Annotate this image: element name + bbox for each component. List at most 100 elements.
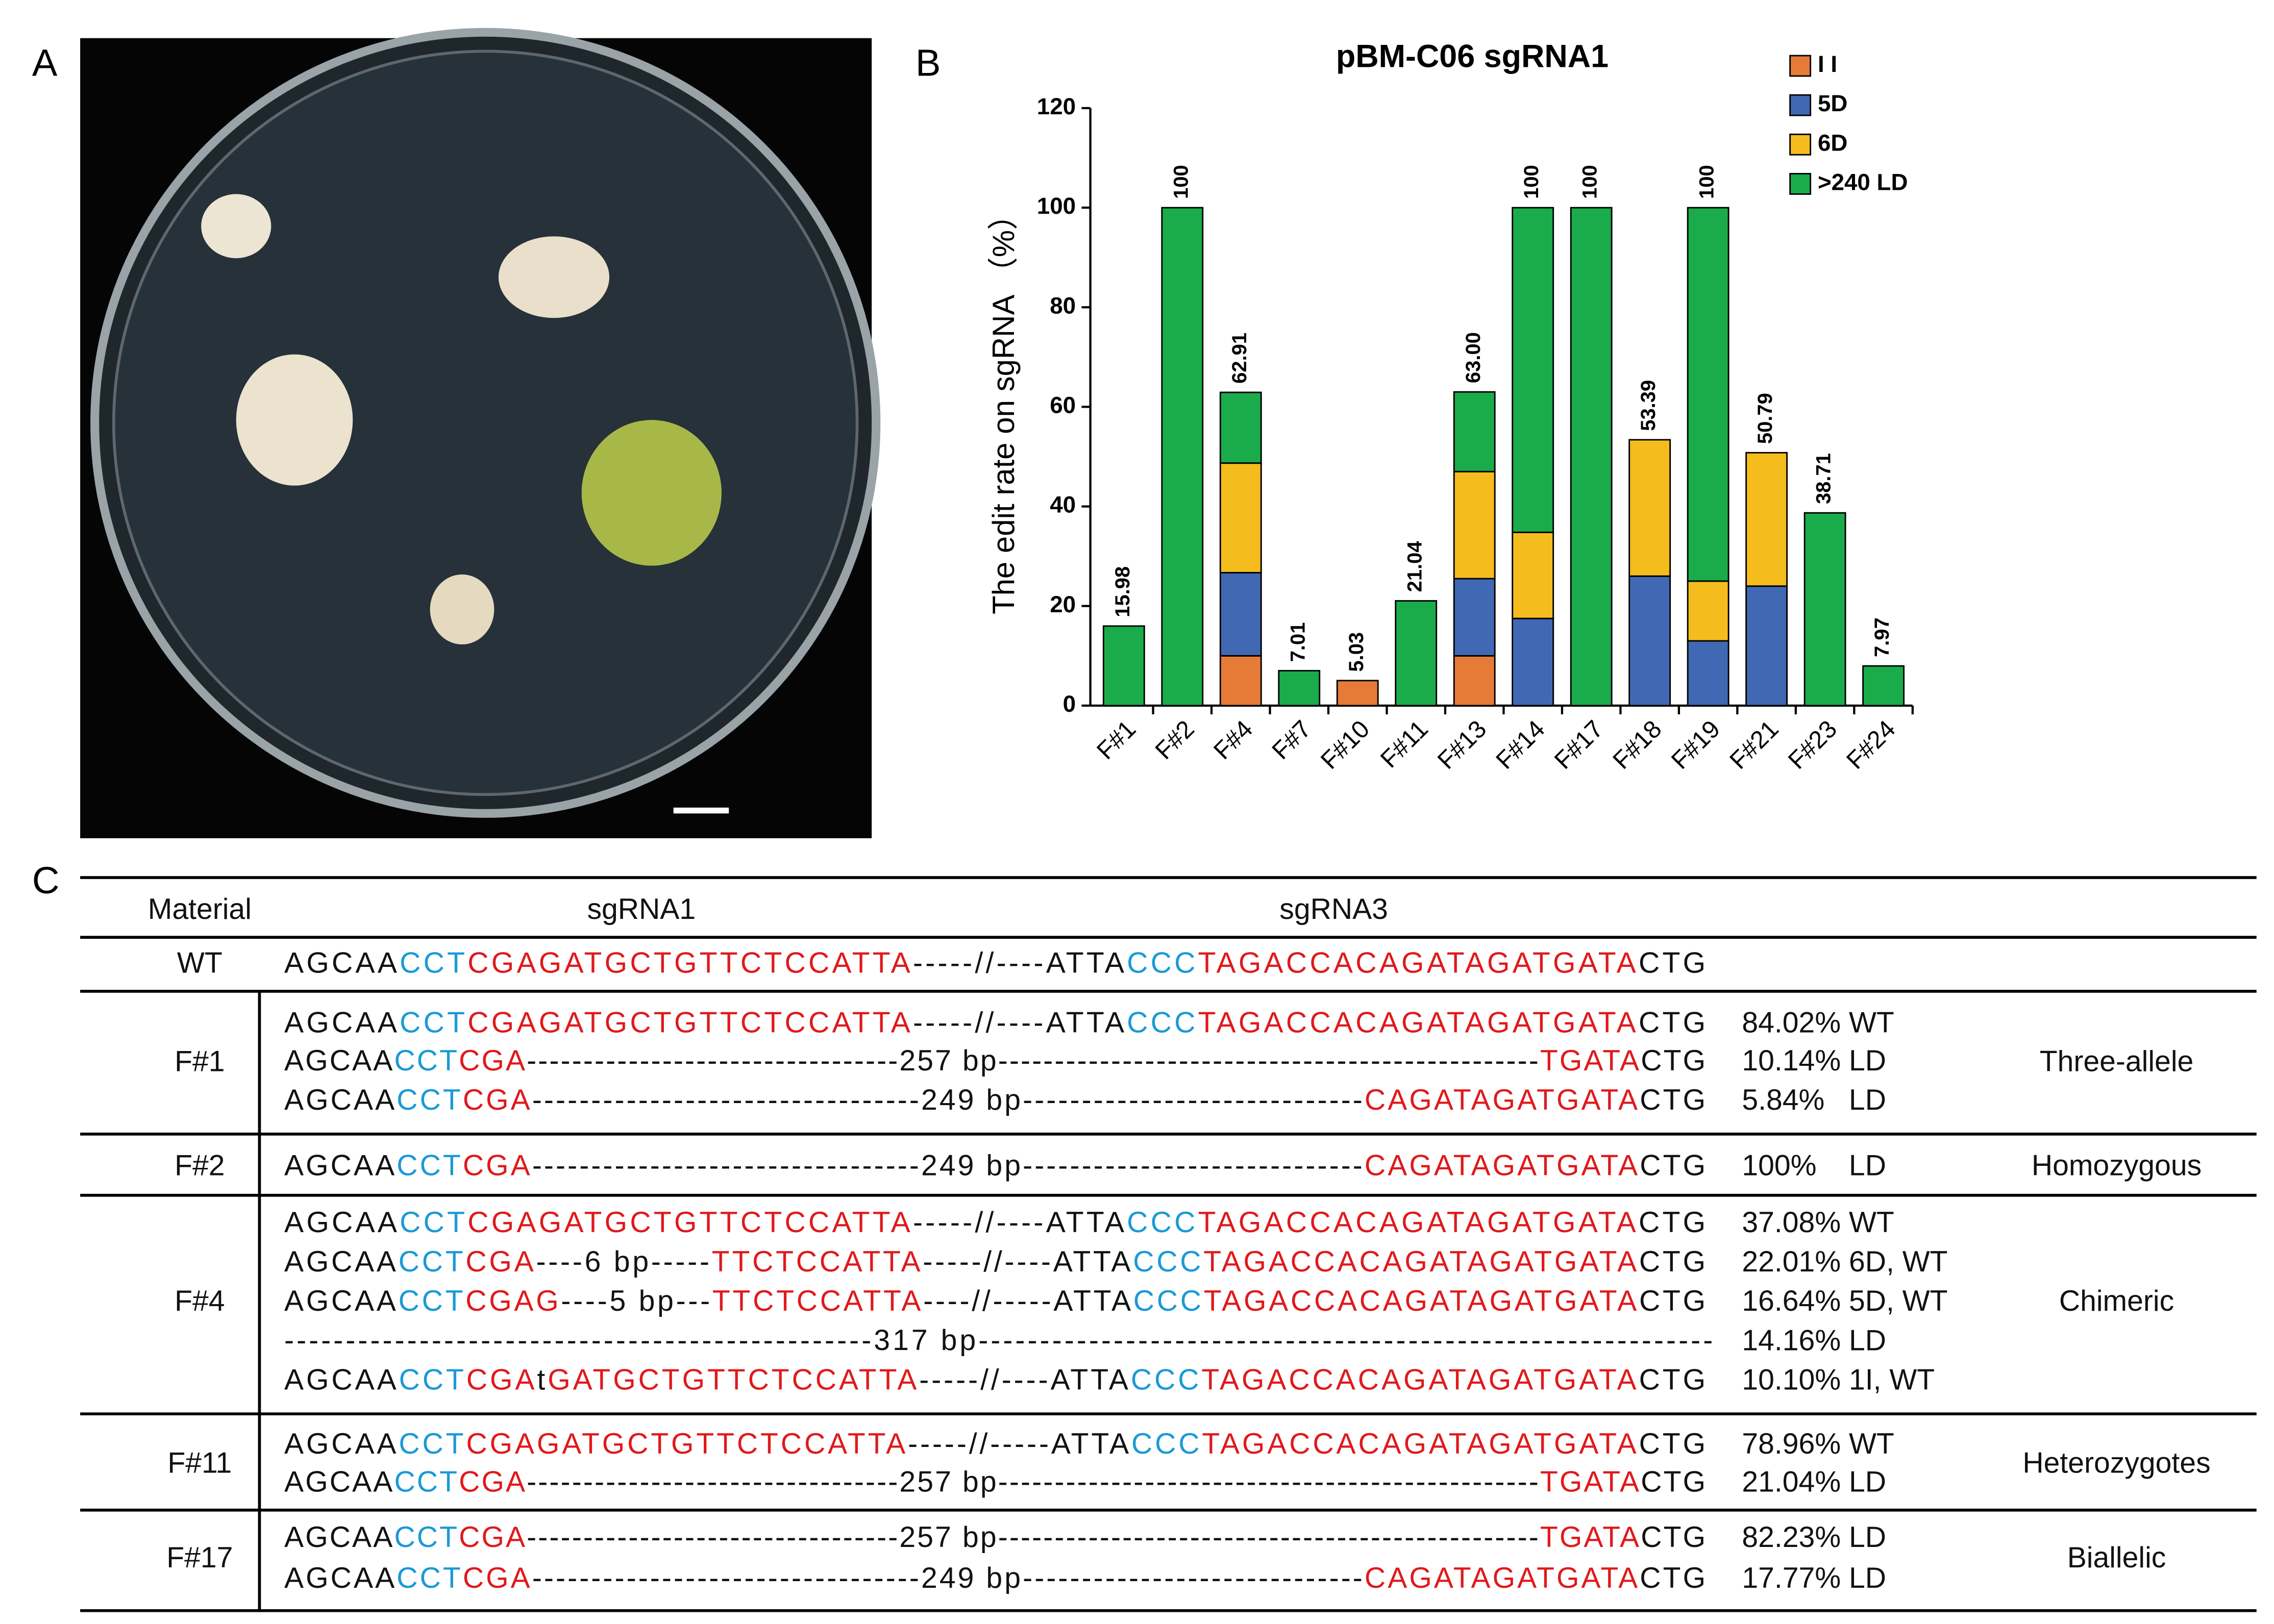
total-label: 38.71 (1813, 453, 1835, 504)
legend-swatch (1789, 172, 1812, 195)
sequence-part: CCT (397, 1562, 461, 1594)
sequence: AGCAA CCT CGA -----------------------------… (284, 1044, 1706, 1077)
sequence-part: CCC (1127, 1206, 1195, 1239)
type-cell: Three-allele (2040, 1045, 2194, 1078)
material-cell: F#11 (167, 1446, 232, 1479)
x-tick-label: F#23 (1783, 715, 1842, 774)
bar-segment (1512, 207, 1554, 533)
bar-segment (1219, 655, 1262, 707)
sequence-part: CCT (399, 1245, 463, 1278)
panel-label: A (32, 42, 58, 84)
y-tick-label: 20 (1050, 591, 1076, 617)
sequence-part: TAGACCACAGATAGATGATA (1201, 1363, 1636, 1396)
y-tick-label: 80 (1050, 292, 1076, 318)
header-cell: Material (148, 893, 252, 926)
sequence-part: AGCAA (284, 947, 397, 980)
percent-cell: 10.14% LD (1742, 1044, 1886, 1077)
bar-segment (1745, 452, 1788, 587)
photo (80, 28, 881, 838)
percent-cell: 16.64% 5D, WT (1742, 1285, 1947, 1317)
total-label: 5.03 (1345, 632, 1368, 672)
sequence-part: CGAGATGCTGTTCTCCATTA (467, 1206, 910, 1239)
bar-segment (1278, 670, 1321, 707)
sequence: AGCAA CCT CGA -----------------------------… (284, 1150, 1706, 1182)
sequence-part: CTG (1641, 1044, 1706, 1077)
sequence-part: ----6 bp----- (536, 1245, 709, 1278)
sequence-part: ---------------------------------249 bp-… (532, 1084, 1363, 1116)
sequence-part: -----//----ATTA (913, 1206, 1124, 1239)
header-cell: sgRNA3 (1279, 893, 1388, 926)
y-tick-label: 120 (1037, 93, 1076, 119)
total-label: 7.01 (1287, 622, 1309, 662)
sequence-part: TAGACCACAGATAGATGATA (1203, 1245, 1637, 1278)
sequence-part: AGCAA (284, 1363, 397, 1396)
sequence-part: AGCAA (284, 1562, 394, 1594)
bar-segment (1687, 580, 1729, 642)
sequence-part: -----//----ATTA (923, 1245, 1130, 1278)
sequence-part: -----//----ATTA (913, 1007, 1124, 1039)
sequence-part: TAGACCACAGATAGATGATA (1198, 947, 1636, 980)
sequence-part: CTG (1639, 1285, 1706, 1317)
sequence-part: CTG (1640, 1562, 1706, 1594)
sequence-part: CAGATAGATGATA (1365, 1084, 1638, 1116)
sequence-part: GATGCTGTTCTCCATTA (548, 1363, 917, 1396)
sequence-part: AGCAA (284, 1084, 394, 1116)
sequence-part: AGCAA (284, 1428, 397, 1460)
total-label: 100 (1696, 165, 1718, 199)
bar-segment (1336, 680, 1379, 707)
total-label: 53.39 (1637, 380, 1660, 431)
x-tick-label: F#13 (1432, 715, 1492, 774)
sequence-part: CCT (394, 1044, 457, 1077)
sequence-part: CTG (1640, 1084, 1706, 1116)
sequence-part: ---------------------------------257 bp-… (527, 1044, 1539, 1077)
sequence-part: TAGACCACAGATAGATGATA (1198, 1206, 1636, 1239)
sequence-part: CCT (400, 1007, 465, 1039)
sequence-part: t (537, 1363, 545, 1396)
sequence-part: TGATA (1540, 1465, 1639, 1498)
bar-segment (1628, 575, 1671, 707)
sequence-part: CTG (1639, 1206, 1706, 1239)
type-cell: Biallelic (2067, 1541, 2166, 1574)
sequence-part: CCT (394, 1521, 457, 1554)
sequence-part: TTCTCCATTA (712, 1285, 921, 1317)
y-tick-label: 60 (1050, 392, 1076, 418)
percent-cell: 37.08% WT (1742, 1206, 1894, 1239)
legend-swatch (1789, 94, 1812, 116)
sequence-part: CCC (1133, 1285, 1201, 1317)
type-cell: Heterozygotes (2022, 1446, 2210, 1479)
type-cell: Homozygous (2032, 1150, 2202, 1182)
sequence-part: CGA (463, 1562, 530, 1594)
bar-segment (1687, 640, 1729, 707)
sequence-part: AGCAA (284, 1150, 394, 1182)
percent-cell: 22.01% 6D, WT (1742, 1245, 1947, 1278)
material-cell: F#1 (175, 1045, 225, 1078)
material-cell: F#4 (175, 1285, 225, 1317)
bar-segment (1512, 617, 1554, 707)
sequence-part: CCC (1131, 1428, 1200, 1460)
sequence: AGCAA CCT CGA -----------------------------… (284, 1562, 1706, 1594)
sequence-part: CCT (397, 1150, 461, 1182)
legend-label: 6D (1818, 130, 1847, 156)
bar-segment (1453, 470, 1496, 580)
x-tick-label: F#17 (1549, 715, 1609, 774)
sequence-part: CAGATAGATGATA (1365, 1150, 1638, 1182)
sequence-part: CCC (1131, 1363, 1199, 1396)
percent-cell: 82.23% LD (1742, 1521, 1886, 1554)
type-cell: Chimeric (2059, 1285, 2174, 1317)
bar-segment (1745, 585, 1788, 707)
sequence-part: ---------------------------------249 bp-… (532, 1150, 1363, 1182)
percent-cell: 14.16% LD (1742, 1324, 1886, 1357)
chart-title: pBM-C06 sgRNA1 (1336, 38, 1609, 74)
sequence-part: -----//-----ATTA (908, 1428, 1129, 1460)
sequence-part: AGCAA (284, 1245, 396, 1278)
sequence-part: ---------------------------------249 bp-… (532, 1562, 1363, 1594)
sequence-part: CGA (465, 1245, 533, 1278)
legend-label: >240 LD (1818, 169, 1908, 195)
bar-segment (1628, 439, 1671, 577)
bar-segment (1570, 207, 1613, 707)
sequence-part: TAGACCACAGATAGATGATA (1198, 1007, 1636, 1039)
y-axis-label: The edit rate on sgRNA （%） (986, 199, 1021, 614)
sequence-part: CTG (1640, 1150, 1706, 1182)
bar-segment (1395, 600, 1438, 707)
sequence-part: CCC (1127, 947, 1195, 980)
